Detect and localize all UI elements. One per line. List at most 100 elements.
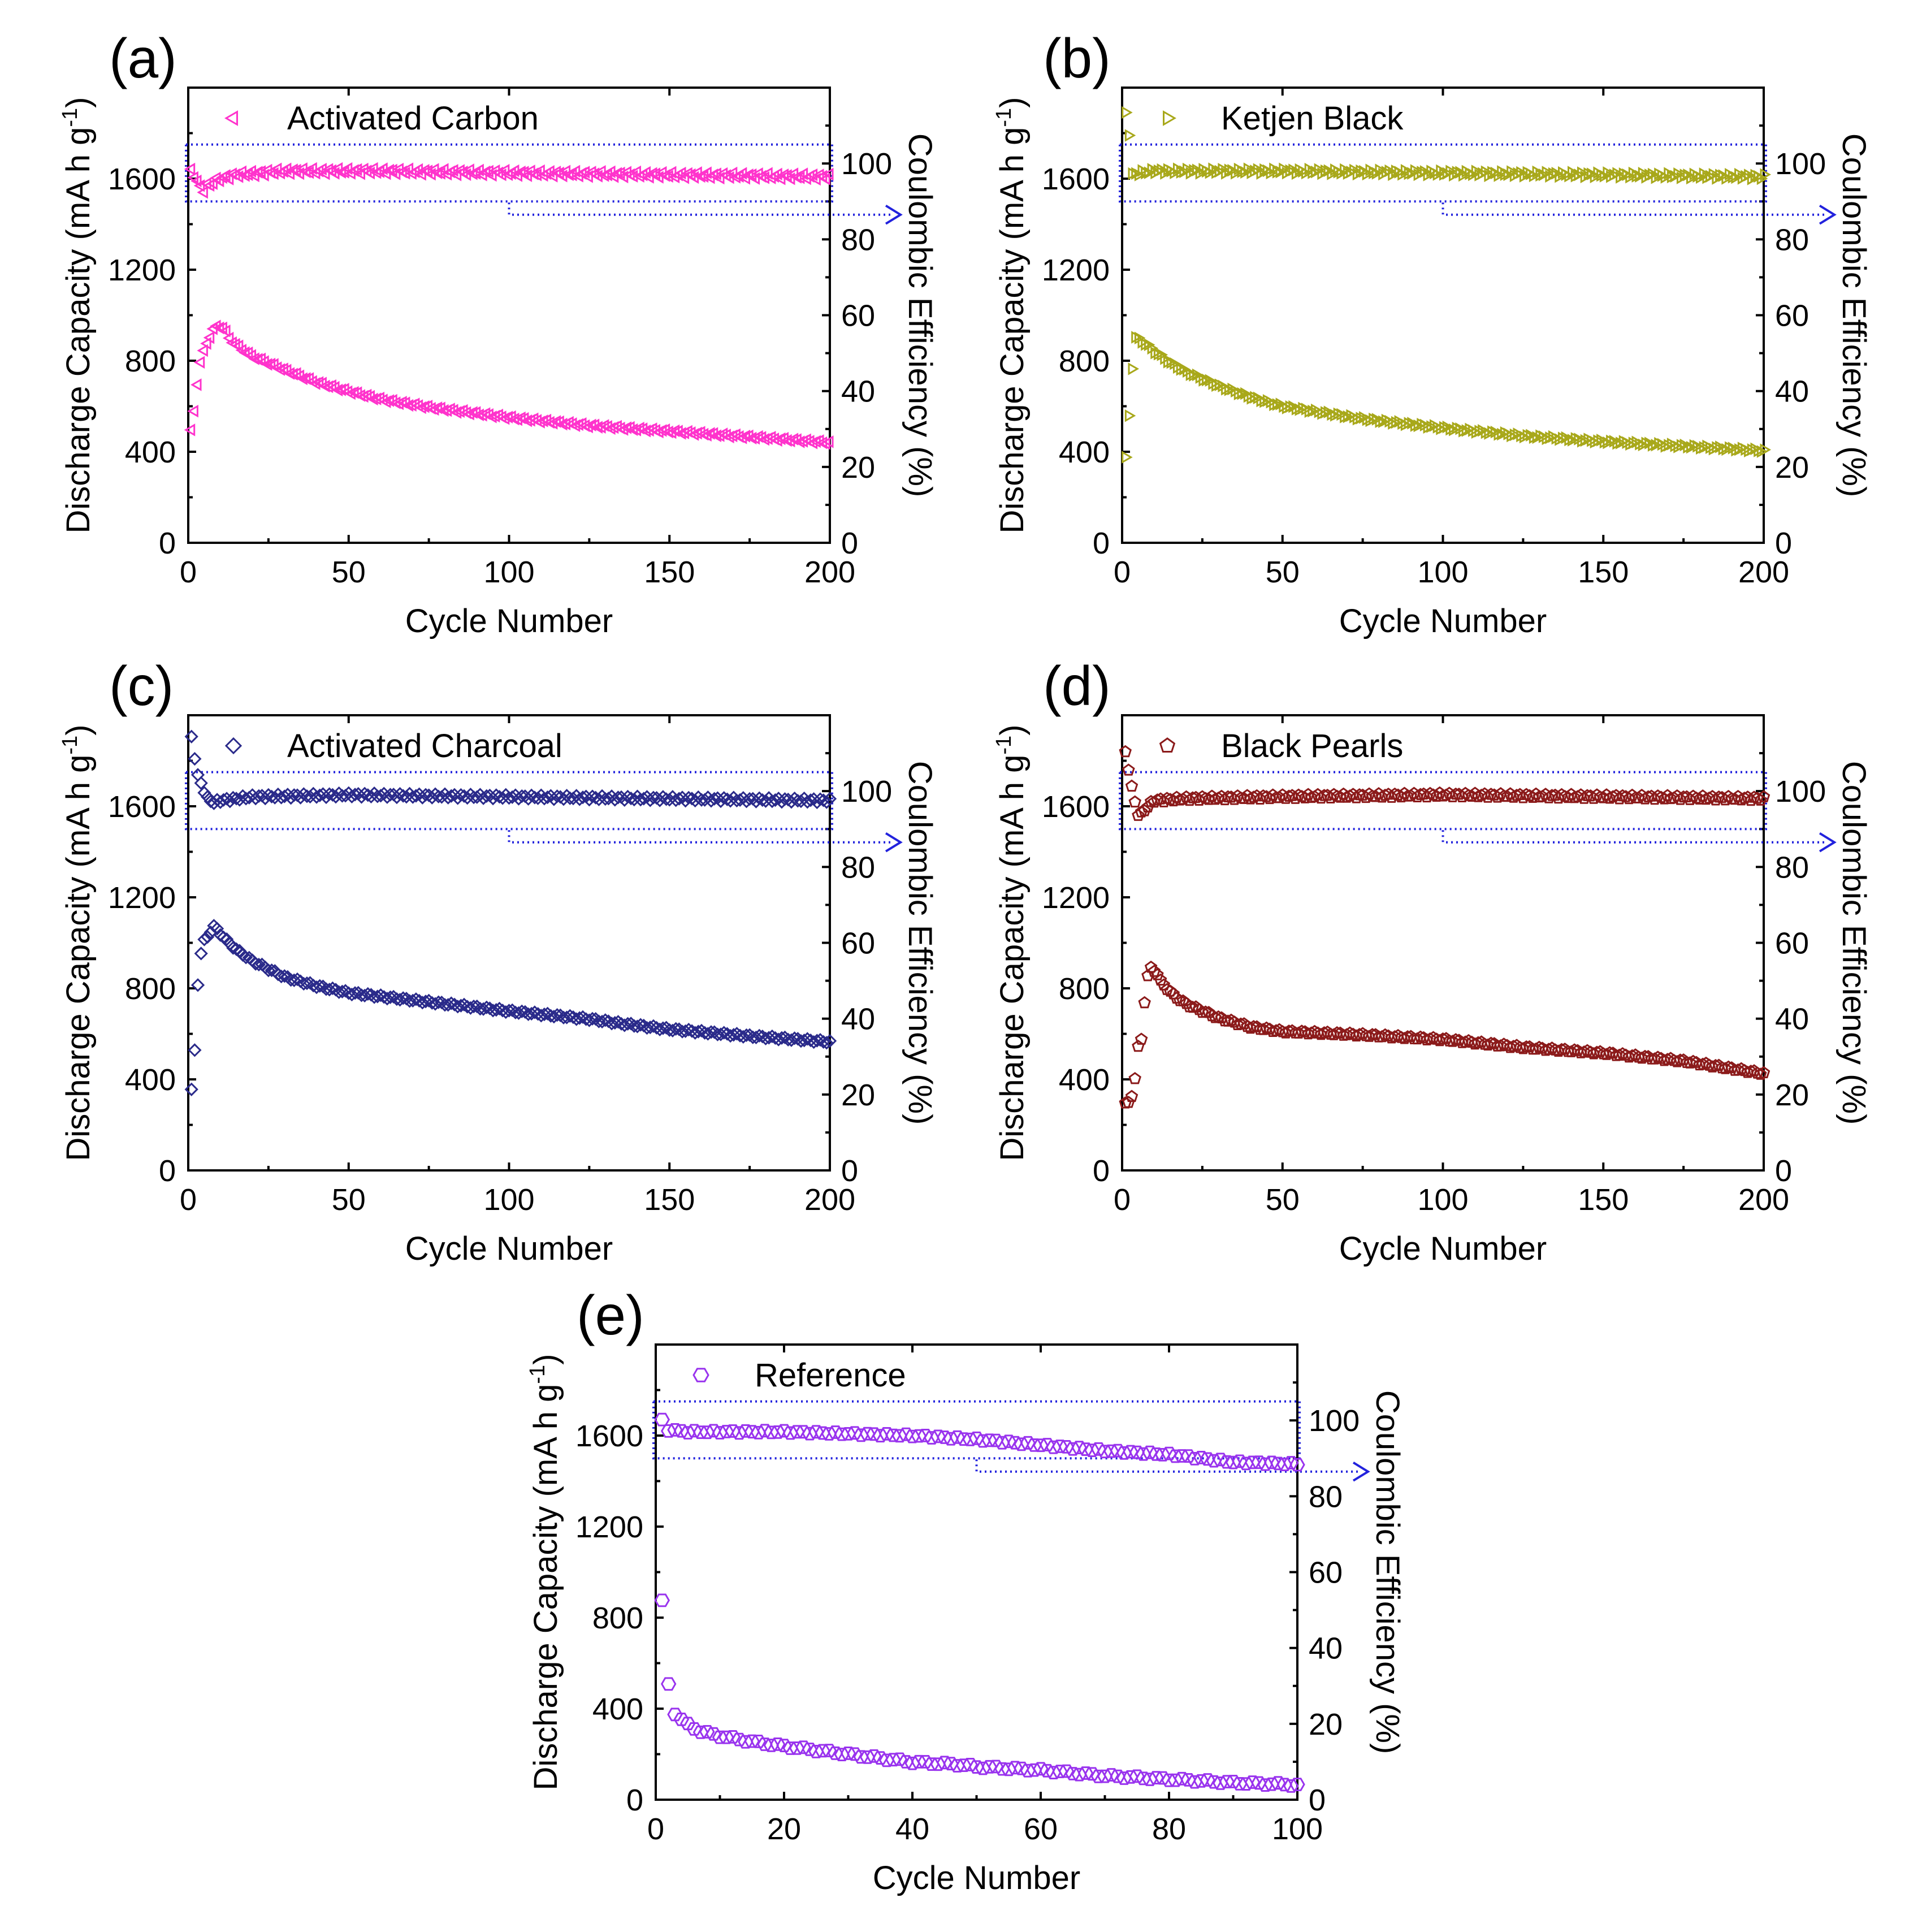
efficiency-point <box>514 165 526 179</box>
capacity-point <box>627 1019 641 1033</box>
efficiency-point <box>776 1424 792 1438</box>
efficiency-point <box>688 793 702 808</box>
efficiency-point <box>1375 163 1387 176</box>
efficiency-point <box>476 791 491 805</box>
y-tick-label: 800 <box>125 972 176 1006</box>
efficiency-point <box>822 167 834 181</box>
efficiency-point <box>1676 171 1688 184</box>
efficiency-point <box>582 793 596 807</box>
efficiency-point <box>1160 167 1171 180</box>
efficiency-point <box>1635 170 1646 183</box>
capacity-point <box>1494 1039 1507 1052</box>
y2-tick-label: 80 <box>1775 850 1809 884</box>
efficiency-point <box>1679 168 1691 181</box>
efficiency-point <box>797 167 808 180</box>
efficiency-point <box>1445 165 1457 178</box>
efficiency-point <box>206 177 218 191</box>
y-tick-label: 1600 <box>108 162 176 196</box>
capacity-point <box>759 1031 773 1045</box>
efficiency-point <box>1487 166 1499 179</box>
capacity-point <box>1039 1764 1055 1778</box>
efficiency-point <box>791 794 805 808</box>
efficiency-point <box>749 794 763 809</box>
y2-tick-label: 60 <box>841 299 875 333</box>
efficiency-point <box>319 790 334 805</box>
efficiency-point <box>370 789 384 803</box>
efficiency-point <box>479 789 494 803</box>
capacity-point <box>193 356 205 369</box>
capacity-point <box>898 1755 914 1769</box>
efficiency-point <box>1279 162 1290 175</box>
efficiency-point <box>578 166 590 179</box>
efficiency-point <box>1232 1454 1248 1468</box>
efficiency-point <box>1696 171 1707 184</box>
capacity-point <box>265 963 279 978</box>
efficiency-point <box>393 786 407 801</box>
efficiency-point <box>699 1425 715 1440</box>
efficiency-point <box>502 791 516 805</box>
y-tick-label: 1600 <box>108 790 176 824</box>
y2-tick-label: 0 <box>1309 1783 1326 1817</box>
efficiency-point <box>1157 163 1168 176</box>
capacity-point <box>1206 1775 1222 1789</box>
efficiency-point <box>1119 745 1132 758</box>
efficiency-point <box>1014 1437 1029 1451</box>
efficiency-point <box>229 792 244 806</box>
capacity-point <box>962 1758 978 1771</box>
efficiency-point <box>556 792 571 806</box>
efficiency-point <box>1568 166 1579 179</box>
legend-label: Reference <box>755 1357 906 1394</box>
efficiency-point <box>1124 129 1136 142</box>
capacity-point <box>1648 1052 1661 1065</box>
efficiency-point <box>1529 169 1540 183</box>
efficiency-point <box>1154 1448 1171 1462</box>
efficiency-point <box>742 168 754 181</box>
efficiency-point <box>898 1427 914 1441</box>
efficiency-point <box>1007 1436 1023 1450</box>
efficiency-point <box>1257 1457 1274 1471</box>
efficiency-point <box>585 789 600 803</box>
capacity-point <box>1221 383 1232 396</box>
panel-label: (c) <box>109 655 174 717</box>
efficiency-point <box>968 1431 985 1445</box>
capacity-point <box>752 1028 767 1043</box>
capacity-point <box>210 922 224 936</box>
x-tick-label: 60 <box>1024 1812 1058 1846</box>
efficiency-point <box>729 171 741 184</box>
capacity-point <box>1304 405 1316 418</box>
capacity-point <box>1163 356 1175 369</box>
capacity-point <box>197 344 208 357</box>
capacity-point <box>326 981 340 996</box>
legend-marker <box>224 737 243 755</box>
efficiency-point <box>406 790 420 804</box>
capacity-point <box>665 1023 680 1038</box>
y-tick-label: 800 <box>592 1601 643 1635</box>
efficiency-point <box>345 789 359 804</box>
efficiency-point <box>1503 168 1515 181</box>
series-markers <box>184 162 834 450</box>
efficiency-point <box>659 792 673 806</box>
efficiency-point <box>357 786 372 801</box>
efficiency-point <box>777 168 789 181</box>
efficiency-point <box>318 167 330 180</box>
capacity-point <box>1529 431 1540 444</box>
capacity-point <box>749 1030 763 1045</box>
capacity-point <box>1718 442 1730 456</box>
capacity-point <box>438 998 452 1012</box>
efficiency-point <box>1744 168 1755 181</box>
efficiency-point <box>694 793 709 807</box>
efficiency-point <box>1660 171 1672 184</box>
capacity-point <box>261 358 272 371</box>
efficiency-point <box>1141 800 1154 812</box>
efficiency-point <box>383 163 394 177</box>
capacity-point <box>667 1708 683 1722</box>
efficiency-point <box>1116 1446 1132 1460</box>
efficiency-point <box>1471 790 1485 802</box>
efficiency-point <box>704 794 718 808</box>
efficiency-point <box>515 789 529 803</box>
efficiency-point <box>1721 172 1733 185</box>
chart-panel-b: (b)0 50 100 150 2000400800120016000204060801… <box>992 27 1872 639</box>
efficiency-point <box>1183 162 1194 176</box>
capacity-point <box>396 991 410 1005</box>
efficiency-point <box>300 789 314 803</box>
